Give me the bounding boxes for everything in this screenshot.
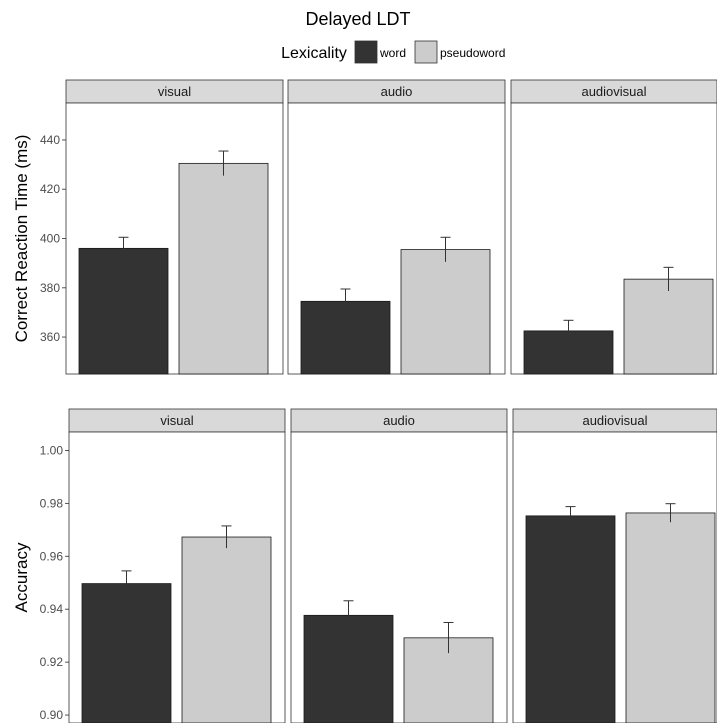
bar-pseudoword [178,162,269,375]
facet-panel-visual: visual [65,79,284,375]
y-tick-label: 0.98 [40,496,64,510]
rt-chart-row: Correct Reaction Time (ms) 360 380 400 420 44… [12,79,717,375]
bar-pseudoword [400,249,491,375]
facet-panel-audiovisual: audiovisual [512,408,717,723]
bar-word [525,515,616,723]
legend-label-word: word [379,46,406,60]
facet-strip-label: visual [160,413,193,428]
facet-strip-label: audio [381,84,413,99]
bar-word [81,583,172,723]
y-tick-label: 1.00 [40,444,64,458]
bar-word [303,614,394,723]
y-tick-label: 440 [40,133,60,147]
y-axis-label: Accuracy [12,542,31,612]
y-tick-label: 360 [40,330,60,344]
facet-strip-label: audiovisual [582,413,647,428]
accuracy-chart-row: Accuracy 0.90 0.92 0.94 0.96 0.98 1.00 visual au… [12,408,717,723]
y-tick-label: 400 [40,232,60,246]
legend: Lexicality word pseudoword [281,40,505,64]
y-tick-label: 0.96 [40,549,64,563]
facet-strip-label: audio [383,413,415,428]
facet-panel-audiovisual: audiovisual [510,79,717,375]
facet-panel-audio: audio [287,79,506,375]
bar-pseudoword [625,512,716,723]
legend-title: Lexicality [281,45,347,62]
facet-strip-label: visual [158,84,191,99]
y-tick-label: 380 [40,281,60,295]
bar-pseudoword [623,278,714,375]
facet-panel-visual: visual [68,408,286,723]
y-tick-label: 420 [40,182,60,196]
chart-title: Delayed LDT [305,9,410,29]
y-tick-label: 0.92 [40,655,64,669]
y-tick-label: 0.94 [40,602,64,616]
legend-label-pseudoword: pseudoword [440,46,505,60]
bar-word [78,247,169,375]
legend-swatch-pseudoword [414,40,438,64]
bar-pseudoword [181,536,272,723]
facet-strip-label: audiovisual [581,84,646,99]
legend-swatch-word [354,40,378,64]
facet-panel-audio: audio [290,408,508,723]
y-tick-label: 0.90 [40,708,64,722]
y-axis-label: Correct Reaction Time (ms) [12,135,31,343]
